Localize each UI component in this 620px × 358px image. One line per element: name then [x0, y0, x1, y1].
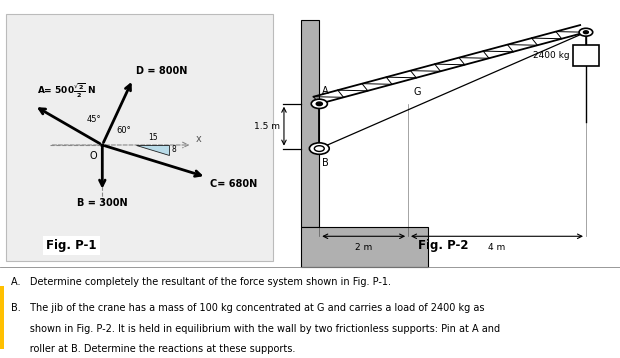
- Text: 45°: 45°: [87, 115, 102, 124]
- Bar: [301, 20, 319, 227]
- Text: shown in Fig. P-2. It is held in equilibrium with the wall by two frictionless s: shown in Fig. P-2. It is held in equilib…: [11, 324, 500, 334]
- Text: B: B: [322, 158, 329, 168]
- Circle shape: [579, 28, 593, 36]
- Text: 2400 kg: 2400 kg: [533, 51, 569, 60]
- Circle shape: [309, 143, 329, 154]
- Text: C= 680N: C= 680N: [210, 179, 257, 189]
- Text: Fig. P-1: Fig. P-1: [46, 240, 97, 252]
- Bar: [301, 227, 428, 267]
- Bar: [6, 14, 273, 261]
- Text: Fig. P-2: Fig. P-2: [418, 240, 469, 252]
- Text: B = 300N: B = 300N: [77, 198, 128, 208]
- Text: 8: 8: [172, 145, 177, 154]
- Text: 15: 15: [148, 133, 157, 142]
- Circle shape: [583, 31, 588, 34]
- Text: D = 800N: D = 800N: [136, 67, 187, 76]
- Bar: [0, 286, 4, 349]
- Text: A.   Determine completely the resultant of the force system shown in Fig. P-1.: A. Determine completely the resultant of…: [11, 277, 391, 287]
- Circle shape: [311, 99, 327, 108]
- Text: roller at B. Determine the reactions at these supports.: roller at B. Determine the reactions at …: [11, 344, 296, 354]
- Polygon shape: [136, 145, 169, 155]
- Circle shape: [314, 146, 324, 151]
- Text: 4 m: 4 m: [489, 243, 506, 252]
- Text: B.   The jib of the crane has a mass of 100 kg concentrated at G and carries a l: B. The jib of the crane has a mass of 10…: [11, 303, 485, 313]
- Text: 60°: 60°: [116, 126, 131, 135]
- Bar: [573, 45, 599, 66]
- Text: G: G: [414, 87, 421, 97]
- Text: 1.5 m: 1.5 m: [254, 122, 280, 131]
- Text: O: O: [90, 151, 97, 161]
- Text: A= 500$\mathregular{\frac{\sqrt{2}}{2}}$ N: A= 500$\mathregular{\frac{\sqrt{2}}{2}}$…: [37, 82, 96, 100]
- Text: x: x: [195, 134, 201, 144]
- Circle shape: [316, 102, 322, 106]
- Text: A: A: [322, 86, 329, 96]
- Text: 2 m: 2 m: [355, 243, 373, 252]
